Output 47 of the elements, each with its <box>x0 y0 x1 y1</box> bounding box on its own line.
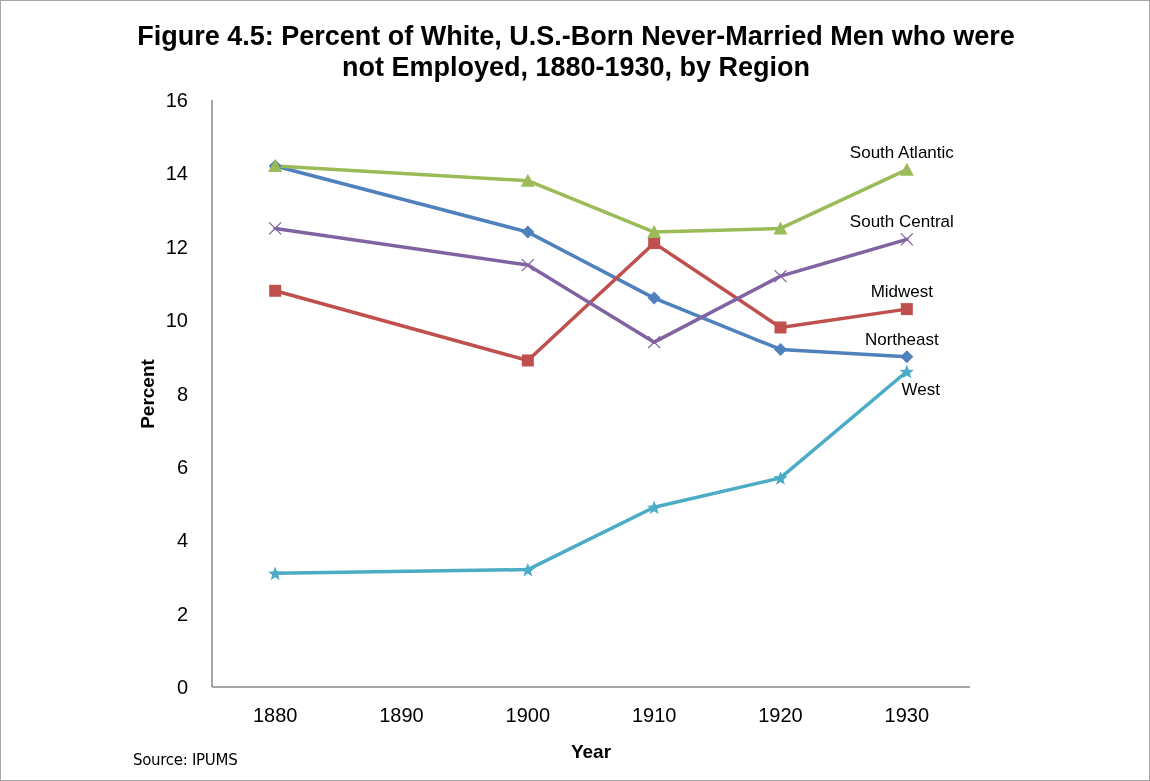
x-tick-label: 1880 <box>252 704 298 727</box>
series-label: West <box>901 380 941 400</box>
y-tick-label: 0 <box>176 676 188 699</box>
series-label: South Central <box>849 212 954 232</box>
source-note: Source: IPUMS <box>133 751 238 769</box>
point <box>647 335 661 349</box>
point <box>521 225 535 239</box>
series-label: South Atlantic <box>849 142 955 162</box>
x-tick-label: 1930 <box>884 704 930 727</box>
point <box>269 284 282 297</box>
point <box>520 173 535 187</box>
point <box>647 291 661 305</box>
point <box>773 221 788 235</box>
point <box>899 364 914 379</box>
point <box>521 354 534 367</box>
y-tick-label: 4 <box>176 529 188 552</box>
y-tick-label: 14 <box>165 162 188 185</box>
x-tick-label: 1920 <box>758 704 803 727</box>
point <box>268 566 283 581</box>
point <box>647 500 662 515</box>
x-axis-title: Year <box>570 741 612 763</box>
point <box>648 237 661 250</box>
point <box>774 342 787 356</box>
point <box>520 562 535 577</box>
point <box>647 225 662 239</box>
y-axis-title: Percent <box>137 359 159 429</box>
y-tick-label: 8 <box>176 382 188 405</box>
series-label: Midwest <box>870 282 934 302</box>
point <box>900 232 914 247</box>
point <box>268 221 282 236</box>
point <box>773 269 788 283</box>
point <box>521 258 535 272</box>
y-tick-label: 10 <box>165 309 188 332</box>
y-tick-label: 12 <box>165 235 188 258</box>
y-tick-label: 2 <box>176 602 188 625</box>
point <box>899 162 914 176</box>
point <box>774 321 787 334</box>
point <box>900 303 913 316</box>
x-tick-label: 1890 <box>379 704 424 727</box>
y-tick-label: 16 <box>165 89 188 112</box>
x-tick-label: 1910 <box>631 704 677 727</box>
point <box>773 471 788 485</box>
x-tick-label: 1900 <box>505 704 551 727</box>
y-tick-label: 6 <box>176 455 188 478</box>
chart-title: Figure 4.5: Percent of White, U.S.-Born Never-Married Men who were not Employed, 1880-1930, by Region <box>136 21 1016 83</box>
series-label: Northeast <box>864 329 939 349</box>
point <box>900 350 914 364</box>
